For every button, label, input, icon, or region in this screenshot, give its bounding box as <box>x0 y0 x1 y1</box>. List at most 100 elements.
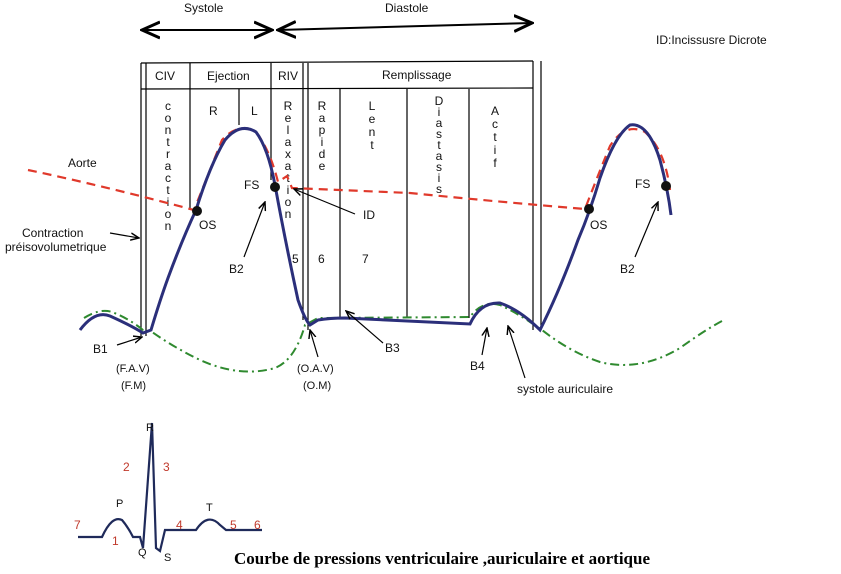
os-label-1: OS <box>199 218 216 232</box>
os-marker-2 <box>584 204 594 214</box>
column-letter-diastasis: i <box>438 171 441 185</box>
column-letter-actif: i <box>494 143 497 157</box>
contraction-label-line2: préisovolumetrique <box>5 240 107 254</box>
column-letter-lent: e <box>369 112 376 126</box>
systole-auriculaire-arrow <box>508 326 526 379</box>
atrial-pressure-curve <box>83 302 723 373</box>
phase-table <box>140 60 542 336</box>
column-letter-rapide: a <box>319 111 326 125</box>
column-letter-contraction: o <box>165 111 172 125</box>
phase-riv: RIV <box>278 69 298 83</box>
column-letter-diastasis: i <box>438 105 441 119</box>
os-label-2: OS <box>590 218 607 232</box>
ecg-phase-6: 6 <box>254 518 261 532</box>
b3-label: B3 <box>385 341 400 355</box>
ecg-phase-1: 1 <box>112 534 119 548</box>
column-letter-relaxation: a <box>285 135 292 149</box>
column-letter-diastasis: a <box>436 149 443 163</box>
column-letter-rapide: d <box>319 147 326 161</box>
column-letter-actif: A <box>491 104 499 118</box>
ecg-phase-5: 5 <box>230 518 237 532</box>
aortic-pressure-curve <box>27 127 672 212</box>
b4-label: B4 <box>470 359 485 373</box>
column-letter-relaxation: o <box>285 195 292 209</box>
ecg-trace <box>78 422 262 553</box>
column-letter-contraction: t <box>166 135 170 149</box>
column-letter-diastasis: s <box>436 127 442 141</box>
ecg-r-label: R <box>146 422 154 434</box>
aorte-label: Aorte <box>68 156 97 170</box>
contraction-arrow <box>109 232 139 238</box>
fs-label-1: FS <box>244 178 259 192</box>
column-letter-contraction: c <box>165 171 171 185</box>
column-letter-contraction: t <box>166 183 170 197</box>
phase-ejection: Ejection <box>207 69 250 83</box>
ecg-q-label: Q <box>138 547 147 559</box>
column-letter-rapide: e <box>319 159 326 173</box>
ecg-phase-7: 7 <box>74 518 81 532</box>
id-arrow <box>294 189 356 215</box>
os-marker-1 <box>192 206 202 216</box>
ecg-phase-4: 4 <box>176 518 183 532</box>
column-letter-diastasis: s <box>436 182 442 196</box>
column-letter-rapide: p <box>319 123 326 137</box>
column-letter-contraction: n <box>165 123 172 137</box>
phase-civ: CIV <box>155 69 175 83</box>
phase-number-7: 7 <box>362 252 369 266</box>
phase-remplissage: Remplissage <box>382 68 452 82</box>
b2-arrow-1 <box>243 202 265 258</box>
ecg-phase-3: 3 <box>163 460 170 474</box>
ecg-p-label: P <box>116 498 123 510</box>
column-letter-actif: f <box>493 156 497 170</box>
b2-label-2: B2 <box>620 262 635 276</box>
b2-arrow-2 <box>634 202 658 258</box>
id-note: ID:Incissusre Dicrote <box>656 33 767 47</box>
column-letter-contraction: a <box>165 159 172 173</box>
column-letter-contraction: i <box>167 195 170 209</box>
column-letter-diastasis: D <box>435 94 444 108</box>
column-letter-contraction: n <box>165 219 172 233</box>
column-letter-actif: c <box>492 117 498 131</box>
fm-label: (F.M) <box>121 380 146 392</box>
column-letter-diastasis: a <box>436 116 443 130</box>
ejection-lent: L <box>251 104 258 118</box>
column-letter-relaxation: a <box>285 159 292 173</box>
column-letter-relaxation: x <box>285 147 291 161</box>
column-letter-relaxation: R <box>284 99 293 113</box>
column-letter-contraction: r <box>166 147 170 161</box>
column-letter-lent: L <box>369 99 376 113</box>
fav-label: (F.A.V) <box>116 363 150 375</box>
figure-caption: Courbe de pressions ventriculaire ,auric… <box>234 549 650 568</box>
fs-marker-2 <box>661 181 671 191</box>
column-letter-relaxation: n <box>285 207 292 221</box>
om-label: (O.M) <box>303 380 331 392</box>
column-letter-actif: t <box>493 130 497 144</box>
oav-label: (O.A.V) <box>297 363 334 375</box>
vertical-column-labels: contractionRelaxationRapideLentDiastasis… <box>165 94 499 233</box>
column-letter-relaxation: l <box>287 123 290 137</box>
column-letter-contraction: o <box>165 207 172 221</box>
id-label: ID <box>363 208 375 222</box>
column-letter-lent: n <box>369 125 376 139</box>
b2-label-1: B2 <box>229 262 244 276</box>
systole-auriculaire-label: systole auriculaire <box>517 382 613 396</box>
column-letter-relaxation: i <box>287 183 290 197</box>
b1-arrow <box>116 337 142 346</box>
column-letter-lent: t <box>370 138 374 152</box>
systole-label: Systole <box>184 1 224 15</box>
column-letter-contraction: c <box>165 99 171 113</box>
column-letter-relaxation: e <box>285 111 292 125</box>
ecg-s-label: S <box>164 552 171 564</box>
column-letter-diastasis: t <box>437 138 441 152</box>
fs-marker-1 <box>270 182 280 192</box>
column-letter-rapide: R <box>318 99 327 113</box>
diastole-label: Diastole <box>385 1 429 15</box>
phase-number-5: 5 <box>292 252 299 266</box>
fs-label-2: FS <box>635 177 650 191</box>
contraction-label-line1: Contraction <box>22 226 83 240</box>
b1-label: B1 <box>93 342 108 356</box>
b4-arrow <box>482 328 487 356</box>
phase-number-6: 6 <box>318 252 325 266</box>
